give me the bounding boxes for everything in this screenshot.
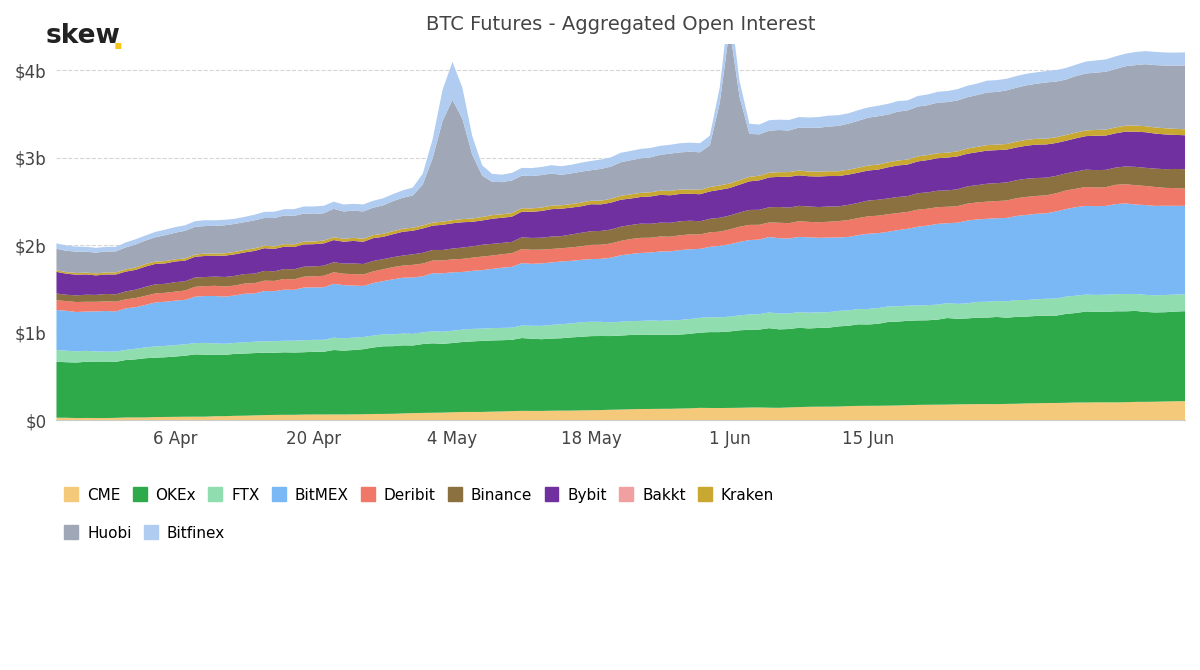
Text: skew: skew (46, 23, 120, 50)
Text: .: . (112, 23, 125, 56)
Title: BTC Futures - Aggregated Open Interest: BTC Futures - Aggregated Open Interest (426, 15, 816, 34)
Legend: Huobi, Bitfinex: Huobi, Bitfinex (64, 525, 224, 541)
